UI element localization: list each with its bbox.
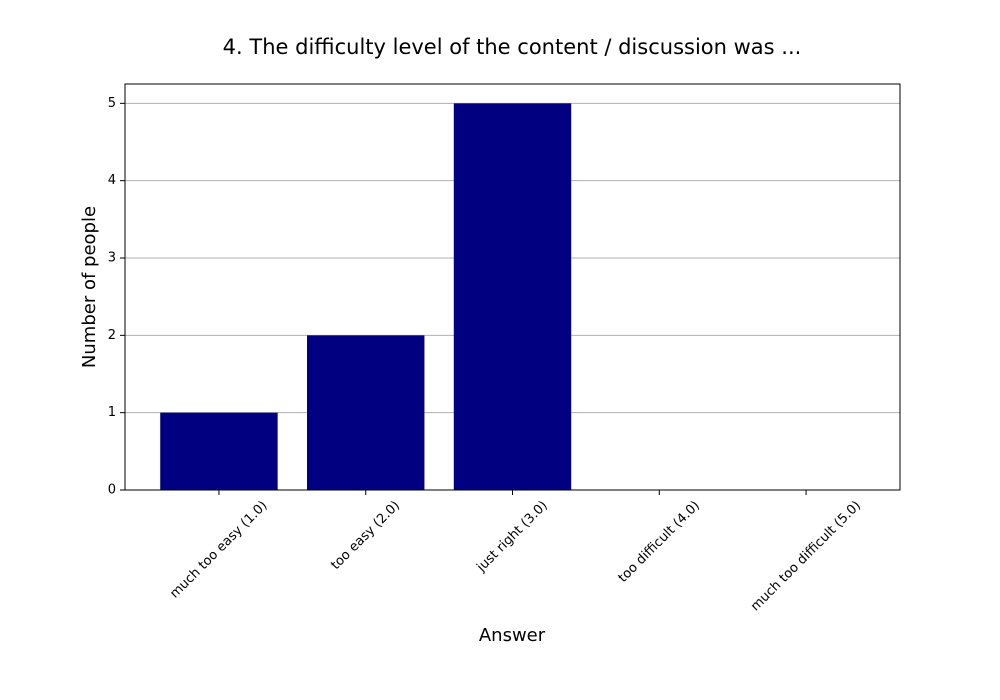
y-tick-label: 5: [108, 96, 116, 111]
y-axis-label: Number of people: [79, 206, 100, 368]
bar: [307, 335, 425, 490]
bar: [453, 103, 572, 490]
plot-area: [125, 102, 900, 491]
y-tick-label: 4: [108, 173, 116, 188]
bar: [160, 412, 278, 490]
chart-title: 4. The difficulty level of the content /…: [223, 35, 802, 59]
y-tick-label: 1: [108, 405, 116, 420]
y-tick-label: 0: [108, 483, 116, 498]
y-tick-label: 3: [108, 251, 116, 266]
y-tick-label: 2: [108, 328, 116, 343]
x-axis-label: Answer: [479, 625, 546, 646]
